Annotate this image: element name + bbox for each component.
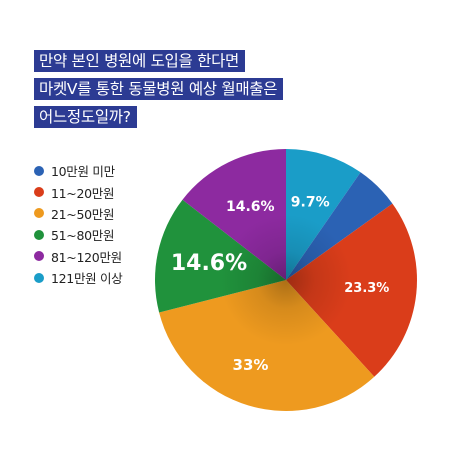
legend-label-21-50: 21~50만원 <box>51 206 115 222</box>
legend-label-11-20: 11~20만원 <box>51 185 115 201</box>
legend-label-81-120: 81~120만원 <box>51 249 122 265</box>
slice-label-over-121: 9.7% <box>291 195 330 211</box>
legend-item-11-20: 11~20만원 <box>34 181 122 202</box>
title-line-2: 마켓V를 통한 동물병원 예상 월매출은 <box>34 78 284 100</box>
title-block: 만약 본인 병원에 도입을 한다면 마켓V를 통한 동물병원 예상 월매출은 어… <box>34 50 284 134</box>
slice-label-11-20: 23.3% <box>344 281 389 296</box>
slice-label-51-80: 14.6% <box>171 251 247 276</box>
legend-item-21-50: 21~50만원 <box>34 203 122 224</box>
legend-swatch-81-120 <box>34 251 44 262</box>
legend-swatch-under-10 <box>34 165 44 176</box>
legend-item-over-121: 121만원 이상 <box>34 267 123 288</box>
title-line-3: 어느정도일까? <box>34 106 137 128</box>
legend-label-under-10: 10만원 미만 <box>51 164 115 180</box>
title-line-1: 만약 본인 병원에 도입을 한다면 <box>34 50 245 72</box>
legend-label-51-80: 51~80만원 <box>51 228 115 244</box>
legend-label-over-121: 121만원 이상 <box>51 271 123 287</box>
legend-item-51-80: 51~80만원 <box>34 224 122 245</box>
slice-label-81-120: 14.6% <box>226 199 275 215</box>
legend-item-81-120: 81~120만원 <box>34 246 122 267</box>
chart-legend: 10만원 미만 11~20만원 21~50만원 51~80만원 81~120만원… <box>34 160 123 288</box>
legend-swatch-11-20 <box>34 187 44 198</box>
slice-label-21-50: 33% <box>233 356 269 374</box>
legend-swatch-21-50 <box>34 208 44 219</box>
legend-item-under-10: 10만원 미만 <box>34 160 122 181</box>
legend-swatch-over-121 <box>34 272 44 283</box>
legend-swatch-51-80 <box>34 229 44 240</box>
